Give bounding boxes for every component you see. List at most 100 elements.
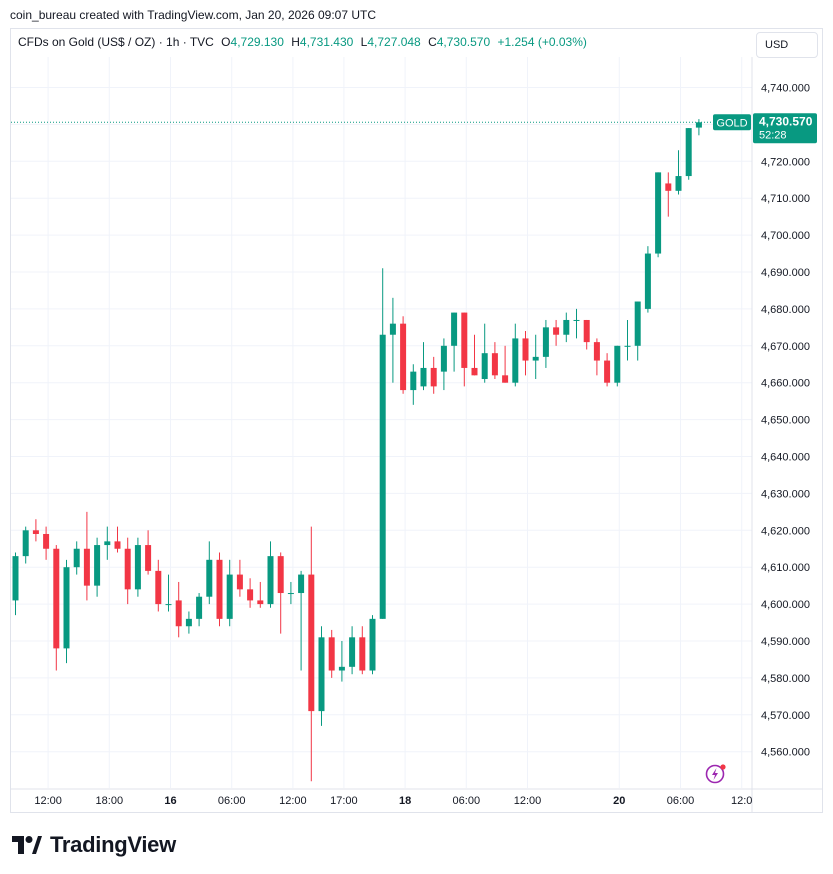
candle[interactable] [165, 574, 172, 612]
candle[interactable] [522, 331, 529, 376]
candle[interactable] [440, 338, 447, 391]
candle[interactable] [604, 353, 611, 387]
candle-body [491, 353, 498, 376]
low-label: L [360, 35, 368, 49]
candle-body [43, 533, 50, 549]
candle[interactable] [675, 150, 682, 195]
candle[interactable] [114, 526, 121, 553]
candle[interactable] [124, 537, 131, 605]
candle-body [430, 367, 437, 387]
symbol-info[interactable]: CFDs on Gold (US$ / OZ) · 1h · TVC [18, 35, 214, 49]
candle[interactable] [665, 172, 672, 217]
candle[interactable] [400, 316, 407, 394]
lightning-icon[interactable] [704, 762, 728, 786]
candle-body [287, 593, 294, 595]
candle[interactable] [175, 581, 182, 638]
candle[interactable] [298, 570, 305, 671]
candle-body [624, 345, 631, 347]
candle[interactable] [196, 593, 203, 627]
candle[interactable] [185, 611, 192, 634]
candle[interactable] [63, 559, 70, 664]
candle[interactable] [226, 559, 233, 627]
candle-body [522, 338, 529, 361]
candle[interactable] [349, 626, 356, 675]
candle[interactable] [206, 541, 213, 605]
price-tag-value: 4,730.570 [759, 114, 813, 128]
candle[interactable] [257, 581, 264, 608]
y-tick-label: 4,560.000 [761, 747, 810, 759]
candle-body [553, 327, 560, 335]
candle-body [114, 541, 121, 549]
candle[interactable] [328, 629, 335, 678]
candle[interactable] [369, 615, 376, 675]
candle-body [502, 375, 509, 383]
candle-body [420, 367, 427, 387]
candle[interactable] [695, 119, 702, 136]
candle[interactable] [155, 559, 162, 612]
candle-body [12, 556, 19, 601]
candle[interactable] [563, 312, 570, 343]
candle-body [298, 574, 305, 594]
tradingview-wordmark: TradingView [50, 832, 176, 857]
candle[interactable] [379, 268, 386, 619]
candle-body [134, 545, 141, 590]
candle[interactable] [583, 319, 590, 350]
candle[interactable] [644, 246, 651, 313]
x-tick-label: 18:00 [96, 795, 124, 807]
candle-body [471, 367, 478, 376]
candle[interactable] [22, 526, 29, 564]
candle-body [155, 570, 162, 605]
candle-body [165, 604, 172, 606]
candle[interactable] [614, 345, 621, 387]
currency-selector[interactable]: USD [756, 32, 818, 58]
candle[interactable] [43, 526, 50, 560]
candle[interactable] [634, 301, 641, 361]
candle[interactable] [512, 323, 519, 387]
candle[interactable] [655, 172, 662, 258]
candle[interactable] [338, 641, 345, 682]
candle[interactable] [104, 526, 111, 560]
candle[interactable] [491, 342, 498, 380]
candle[interactable] [553, 319, 560, 346]
candle[interactable] [94, 537, 101, 597]
candle[interactable] [318, 626, 325, 726]
candle[interactable] [145, 530, 152, 575]
candle[interactable] [410, 364, 417, 405]
candle[interactable] [267, 541, 274, 608]
tradingview-logo-icon [12, 836, 42, 854]
candle[interactable] [277, 552, 284, 634]
candle[interactable] [247, 578, 254, 608]
candle[interactable] [451, 312, 458, 372]
candle[interactable] [420, 342, 427, 391]
candle[interactable] [389, 297, 396, 383]
candle[interactable] [308, 526, 315, 782]
time-axis: 12:00 18:00 16 06:00 12:00 17:00 18 06:00 12:00 2… [11, 788, 822, 807]
candle[interactable] [593, 338, 600, 376]
candle[interactable] [542, 319, 549, 368]
candle[interactable] [216, 552, 223, 627]
candle[interactable] [236, 559, 243, 597]
candle-body [94, 545, 101, 586]
candle[interactable] [624, 319, 631, 361]
candle[interactable] [359, 626, 366, 675]
candle-body [675, 176, 682, 191]
candle-body [247, 589, 254, 601]
candle-body [83, 548, 90, 586]
tradingview-logo[interactable]: TradingView [12, 832, 176, 858]
candle[interactable] [685, 128, 692, 180]
candle[interactable] [287, 581, 294, 605]
candle[interactable] [83, 511, 90, 601]
candle[interactable] [461, 312, 468, 387]
candle[interactable] [53, 545, 60, 671]
candle[interactable] [73, 541, 80, 575]
candle[interactable] [32, 519, 39, 542]
candle[interactable] [134, 537, 141, 597]
candle[interactable] [573, 308, 580, 339]
candle[interactable] [502, 345, 509, 383]
candle[interactable] [481, 323, 488, 383]
candle[interactable] [430, 356, 437, 394]
candle[interactable] [532, 334, 539, 380]
candle[interactable] [12, 552, 19, 616]
candle[interactable] [471, 334, 478, 376]
